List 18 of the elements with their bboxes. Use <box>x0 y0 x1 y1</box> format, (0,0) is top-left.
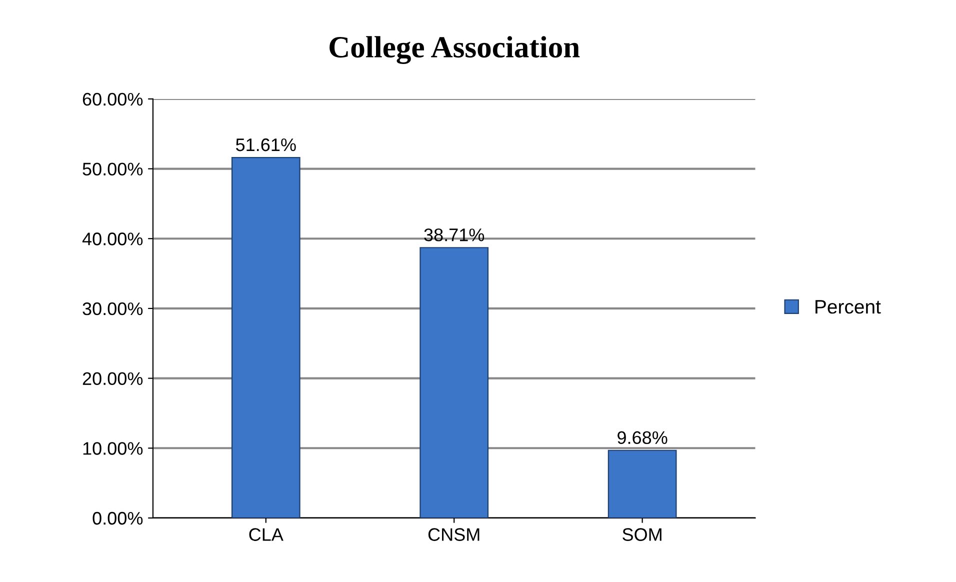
y-tick-label: 40.00% <box>82 232 143 246</box>
text: 9.68% <box>618 431 668 444</box>
text: 51.61% <box>236 138 296 152</box>
x-tick-label: CNSM <box>428 528 480 541</box>
bar <box>608 450 677 518</box>
y-tick-label: 10.00% <box>83 442 143 455</box>
x-tick-label: SOM <box>622 528 662 541</box>
text: 38.71% <box>424 228 484 242</box>
bar <box>420 247 489 518</box>
y-tick-label: 0.00% <box>92 512 143 525</box>
chart-title: College Association <box>330 36 580 64</box>
bar <box>231 156 300 518</box>
y-tick-label: 30.00% <box>82 302 143 316</box>
legend-label: Percent <box>816 300 881 314</box>
x-tick-label: CLA <box>249 528 284 541</box>
y-tick-label: 60.00% <box>82 92 143 106</box>
y-tick-label: 50.00% <box>82 162 143 176</box>
y-tick-label: 20.00% <box>82 372 143 386</box>
